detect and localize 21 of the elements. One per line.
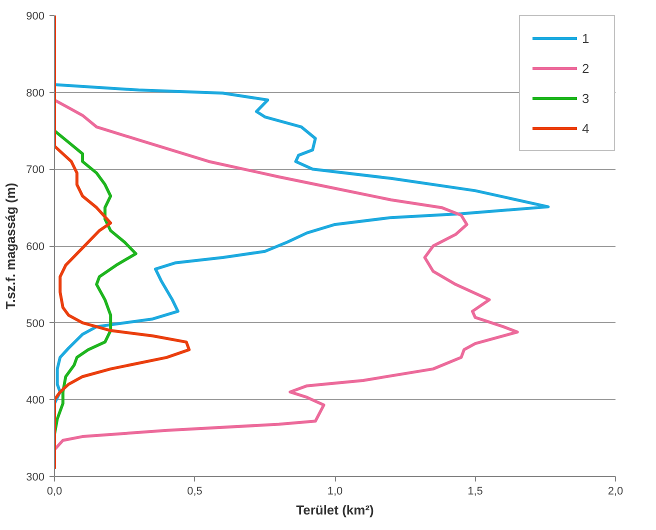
y-tick-label: 600 — [26, 241, 45, 253]
y-tick-label: 800 — [26, 87, 45, 100]
y-tick-label: 500 — [26, 318, 45, 330]
x-axis-title: Terület (km²) — [296, 502, 374, 518]
x-tick-label: 1,5 — [468, 486, 483, 498]
y-tick-label: 700 — [26, 164, 45, 176]
x-tick-label: 0,0 — [46, 486, 62, 498]
line-series — [54, 129, 138, 436]
y-axis-title: T.sz.f. magasság (m) — [3, 182, 18, 310]
y-tick-label: 400 — [26, 394, 45, 407]
legend-label: 4 — [582, 120, 590, 136]
legend-label: 3 — [582, 90, 590, 106]
y-tick-label: 900 — [26, 10, 45, 22]
x-tick-label: 2,0 — [608, 486, 624, 498]
legend-label: 2 — [582, 60, 590, 76]
line-series — [54, 16, 191, 470]
line-series — [54, 83, 550, 406]
y-tick-label: 300 — [26, 472, 45, 484]
legend-label: 1 — [582, 30, 590, 46]
x-tick-label: 1,0 — [327, 486, 343, 498]
x-tick-label: 0,5 — [187, 486, 202, 498]
